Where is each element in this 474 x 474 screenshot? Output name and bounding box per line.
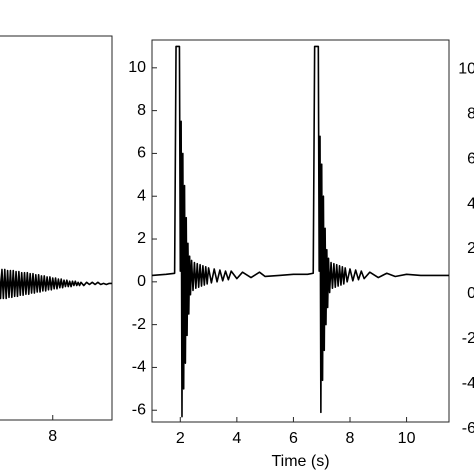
x-tick-label: 4 xyxy=(232,430,241,447)
y-tick-label: 4 xyxy=(467,195,474,212)
y-tick-label: 0 xyxy=(137,273,146,290)
y-tick-label: 10 xyxy=(458,60,474,77)
signal-line xyxy=(151,45,449,418)
y-tick-label: 6 xyxy=(467,150,474,167)
y-tick-label: -4 xyxy=(132,359,146,376)
x-tick-label: 8 xyxy=(48,428,57,445)
y-tick-label: 10 xyxy=(128,59,146,76)
x-tick-label: 2 xyxy=(176,430,185,447)
axes-box xyxy=(151,39,450,423)
y-tick-label: -2 xyxy=(462,330,474,347)
x-tick-label: 10 xyxy=(398,430,416,447)
y-tick-label: -6 xyxy=(132,401,146,418)
x-tick-label: 6 xyxy=(289,430,298,447)
y-tick-label: 0 xyxy=(467,285,474,302)
y-tick-label: -2 xyxy=(132,316,146,333)
y-tick-label: 8 xyxy=(137,102,146,119)
signal-line xyxy=(0,268,112,300)
y-tick-label: -6 xyxy=(462,420,474,437)
x-tick-label: 8 xyxy=(346,430,355,447)
y-tick-label: 2 xyxy=(137,230,146,247)
axes-box xyxy=(0,35,113,421)
x-axis-label: Time (s) xyxy=(271,453,329,470)
y-tick-label: 2 xyxy=(467,240,474,257)
y-tick-label: 4 xyxy=(137,187,146,204)
y-tick-label: 6 xyxy=(137,145,146,162)
y-tick-label: -4 xyxy=(462,375,474,392)
y-tick-label: 8 xyxy=(467,105,474,122)
